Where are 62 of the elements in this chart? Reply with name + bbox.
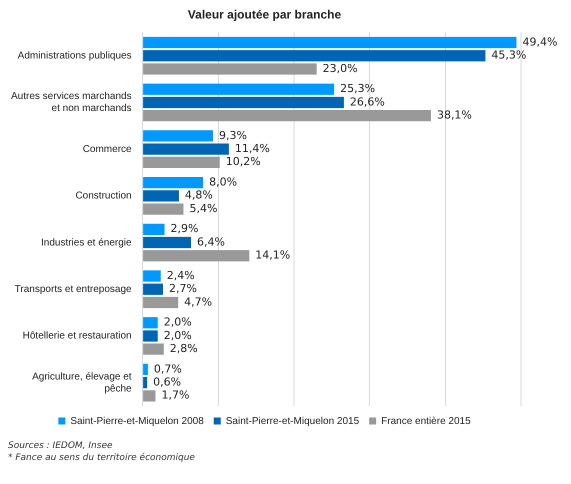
bar [143,63,317,75]
bar [143,36,516,48]
data-label: 4,7% [184,295,212,308]
y-tick-label: Industries et énergie [40,237,132,248]
bar [143,364,148,376]
bar [143,144,229,155]
data-label: 11,4% [234,142,270,156]
bar [143,296,178,308]
legend-label: France entière 2015 [381,416,472,427]
data-label: 0,6% [153,376,182,389]
data-label: 4,8% [184,188,213,202]
bar [143,96,344,108]
bar [143,176,204,188]
y-tick-label: Transports et entreposage [14,284,132,295]
bar [143,50,486,62]
bar [143,317,158,328]
bar [143,203,184,215]
data-label: 0,7% [154,362,182,376]
bar [143,284,164,295]
y-tick-label: Administrations publiques [18,50,132,62]
data-label: 10,2% [226,155,261,168]
bar [143,190,179,202]
data-label: 49,4% [522,35,558,48]
data-label: 1,7% [161,388,190,402]
bar [143,84,334,95]
data-label: 8,0% [209,175,238,188]
data-label: 2,0% [164,316,192,329]
bar [143,344,164,355]
data-label: 2,4% [166,268,195,282]
data-label: 5,4% [189,202,218,215]
bar [143,270,161,282]
y-tick-label: Commerce [82,144,132,155]
legend-label: Saint-Pierre-et-Miquelon 2015 [226,416,360,427]
chart-title: Valeur ajoutée par branche [188,8,342,22]
data-label: 45,3% [491,48,526,62]
data-label: 2,9% [170,222,198,236]
bar [143,390,156,402]
bar [143,110,431,122]
data-label: 9,3% [218,128,247,142]
data-label: 14,1% [255,248,290,262]
data-label: 26,6% [350,95,385,108]
y-tick-label: Construction [75,190,132,202]
source-note: Sources : IEDOM, Insee [8,440,114,452]
text: * Fance au sens du territoire économique [8,452,195,464]
bar [143,130,213,142]
data-label: 2,0% [164,328,192,342]
data-label: 25,3% [340,82,376,96]
bar [143,224,165,235]
y-tick-label: Hôtellerie et restauration [22,330,132,342]
bar [143,377,148,388]
bar [143,330,158,342]
y-tick-label: Autres services marchands et non marchands [10,91,132,114]
data-label: 6,4% [197,235,225,248]
data-label: 2,8% [170,342,198,356]
bar [143,236,192,248]
bar [143,250,250,262]
data-label: 2,7% [169,282,197,296]
data-label: 23,0% [322,62,358,75]
legend-label: Saint-Pierre-et-Miquelon 2008 [70,416,204,427]
bar [143,156,220,168]
y-tick-label: Agriculture, élevage et pêche [32,371,132,394]
data-label: 38,1% [436,108,472,122]
